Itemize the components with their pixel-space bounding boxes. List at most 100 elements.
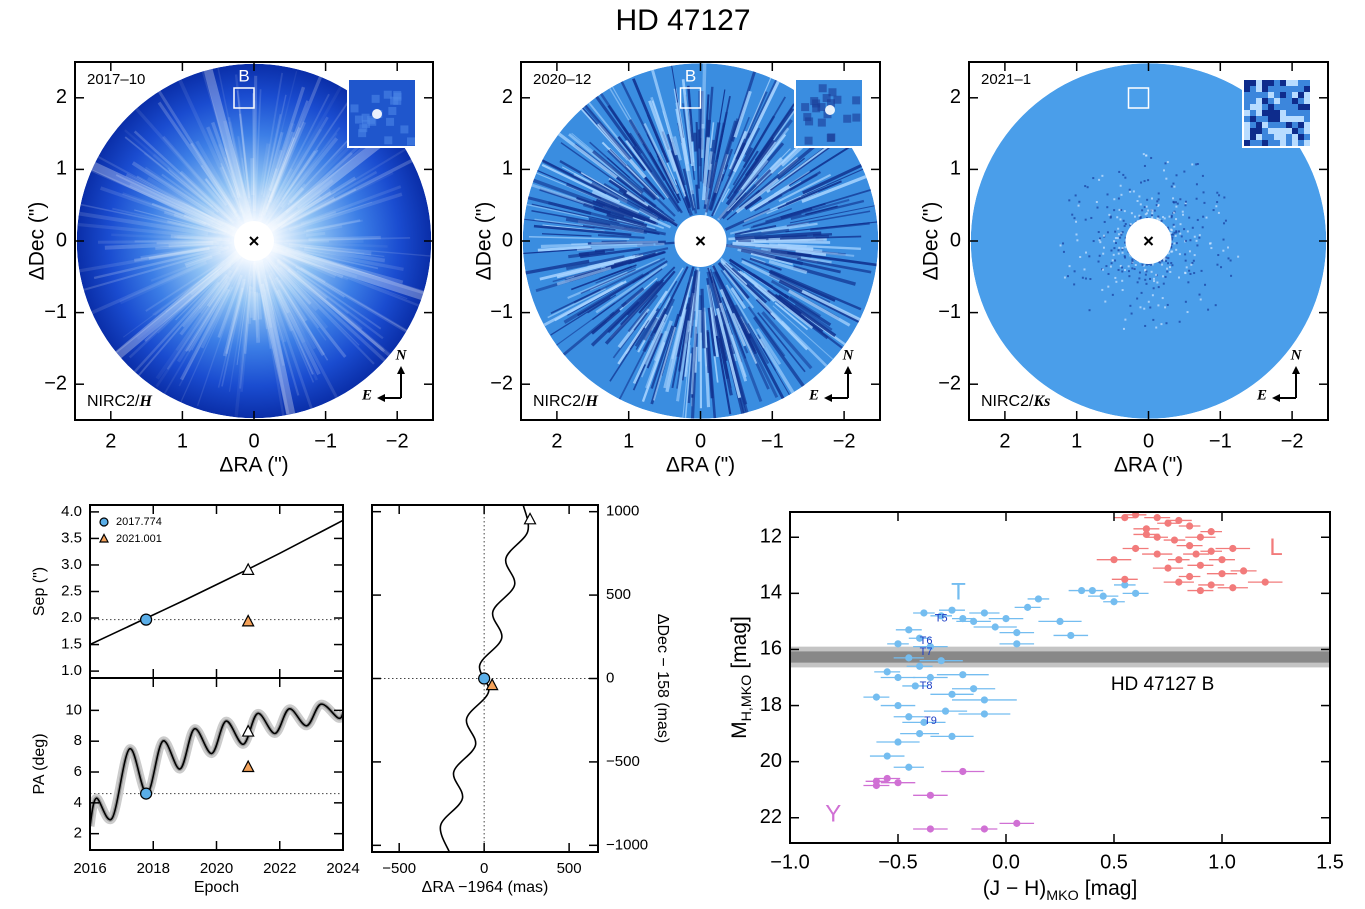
x-tick-label: 0 [248,430,259,452]
image-ray [143,152,226,219]
image-ray [279,266,360,346]
image-speck [1063,276,1066,279]
image-ray [257,114,282,224]
inset-pixel [1274,80,1280,86]
inset-pixel [1250,110,1256,116]
image-ray [104,240,214,250]
image-ray [265,260,329,361]
inset-pixel [1286,134,1292,140]
image-streak [579,247,641,259]
data-point [883,668,891,676]
image-ray [97,155,216,222]
image-streak [749,184,791,212]
y-tick-label: 2 [56,86,67,108]
x-axis-label: ΔRA (") [219,454,288,477]
image-streak [597,234,645,239]
data-point [926,791,935,799]
y-tick-label: 1.5 [61,636,82,653]
image-speck [1192,259,1195,262]
inset-pixel [1280,116,1286,122]
image-speck [1132,190,1135,193]
image-streak [785,145,851,188]
image-speck [1179,223,1182,226]
y-tick-label: 4.0 [61,503,82,520]
image-speck [1101,268,1104,271]
image-speck [1118,208,1121,211]
image-streak [714,89,726,154]
image-streak [554,280,627,322]
image-speck [1216,263,1219,266]
inset-pixel [1244,134,1250,140]
image-speck [1205,216,1208,219]
image-speck [1151,294,1154,297]
data-point [1034,595,1042,603]
data-point [1067,631,1075,640]
inset-noise [384,136,393,145]
image-ray [133,130,235,224]
image-speck [1196,218,1199,221]
image-speck [1167,262,1170,265]
y-axis-label: MH,MKO [mag] [728,616,755,739]
image-speck [1157,286,1160,289]
image-ray [131,161,236,230]
data-point [883,752,891,760]
image-streak [707,307,716,357]
image-speck [1117,249,1120,252]
image-speck [1106,206,1109,209]
plot-frame [520,61,881,421]
inset-pixel [1250,98,1256,104]
image-ray [287,195,322,220]
model-line [90,703,343,827]
inset-pixel [1250,128,1256,134]
image-speck [1121,231,1124,234]
marker-circle [99,517,109,527]
image-streak [767,170,822,203]
inset-noise [805,117,814,126]
image-streak [728,130,748,170]
image-speck [1166,161,1169,164]
data-point [1132,589,1140,597]
y-tick-label: −2 [490,372,513,394]
image-speck [1198,236,1201,239]
image-ray [97,239,221,244]
image-ray [265,281,287,343]
image-speck [1165,177,1168,180]
data-point [1261,578,1269,586]
image-ray [271,187,332,230]
data-point [926,643,935,651]
data-point [905,654,913,662]
inset-pixel [1286,86,1292,92]
image-speck [1175,205,1178,208]
inset-noise [822,94,831,103]
image-ray [261,294,287,419]
image-speck [1193,254,1196,257]
inset-pixel [1286,110,1292,116]
inset-pixel [1262,134,1268,140]
data-point [920,718,928,726]
image-speck [1106,231,1109,234]
image-speck [1140,181,1143,184]
image-speck [1168,215,1171,218]
image-speck [1165,260,1168,263]
image-ray [284,151,353,214]
image-speck [1124,223,1127,226]
inset-pixel [1292,80,1298,86]
image-speck [1224,219,1227,222]
data-point [980,696,989,704]
image-ray [256,149,283,227]
image-speck [1144,213,1147,216]
inset-pixel [1244,104,1250,110]
image-speck [1150,270,1153,273]
image-ray [149,76,238,214]
image-streak [789,305,805,319]
image-streak [717,261,750,300]
image-speck [1189,272,1192,275]
y-tick-label: −500 [606,753,640,770]
image-ray [157,101,239,218]
data-point [1002,614,1010,623]
image-ray [135,260,231,340]
inset-pixel [1262,122,1268,128]
inset-noise [812,104,821,113]
image-streak [718,337,733,396]
